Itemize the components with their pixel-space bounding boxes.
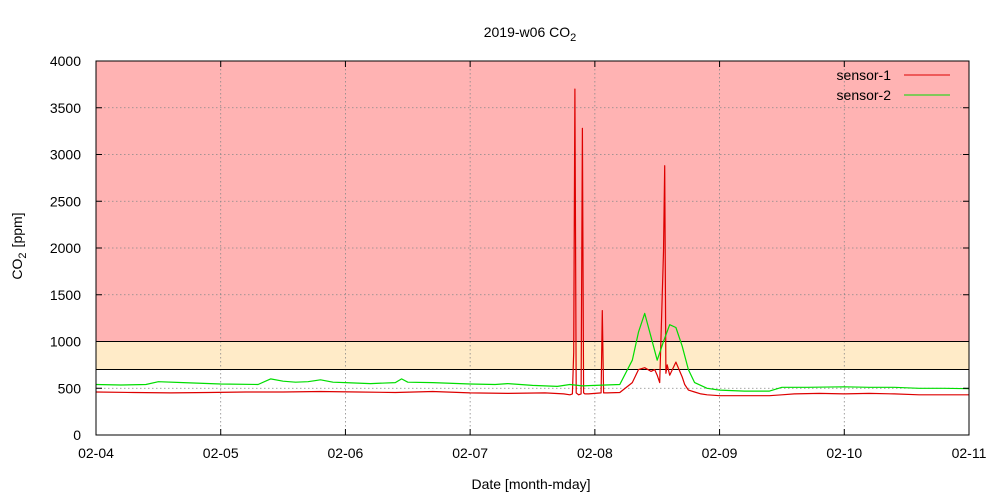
y-tick-label: 0 [73,427,81,443]
x-tick-label: 02-09 [702,445,738,461]
x-tick-label: 02-11 [952,445,987,461]
x-axis-label: Date [month-mday] [471,476,590,492]
x-tick-label: 02-06 [328,445,364,461]
y-axis-ticks: 0 500 1000 1500 2000 2500 3000 3500 4000 [50,53,969,443]
legend: sensor-1 sensor-2 [837,67,950,103]
y-tick-label: 1500 [50,287,81,303]
y-tick-label: 500 [58,380,82,396]
x-tick-label: 02-04 [78,445,114,461]
series-layer [95,88,970,397]
y-tick-label: 1000 [50,334,81,350]
x-tick-label: 02-10 [826,445,862,461]
threshold-bands [96,61,969,370]
y-tick-label: 3000 [50,147,81,163]
x-tick-label: 02-05 [203,445,239,461]
series-line-sensor-2 [95,312,970,392]
x-axis-ticks: 02-04 02-05 02-06 02-07 02-08 02-09 02-10 02-11 [78,61,987,461]
y-tick-label: 2000 [50,240,81,256]
y-tick-label: 3500 [50,100,81,116]
threshold-lines [96,341,969,371]
y-axis-label: CO2[ppm] [9,212,29,279]
band-1 [96,341,969,370]
y-tick-label: 2500 [50,193,81,209]
legend-label-sensor-2: sensor-2 [837,87,892,103]
x-tick-label: 02-07 [452,445,488,461]
x-tick-label: 02-08 [577,445,613,461]
chart-title: 2019-w06 CO2 [484,24,577,44]
legend-label-sensor-1: sensor-1 [837,67,892,83]
series-line-sensor-1 [95,88,969,397]
y-tick-label: 4000 [50,53,81,69]
